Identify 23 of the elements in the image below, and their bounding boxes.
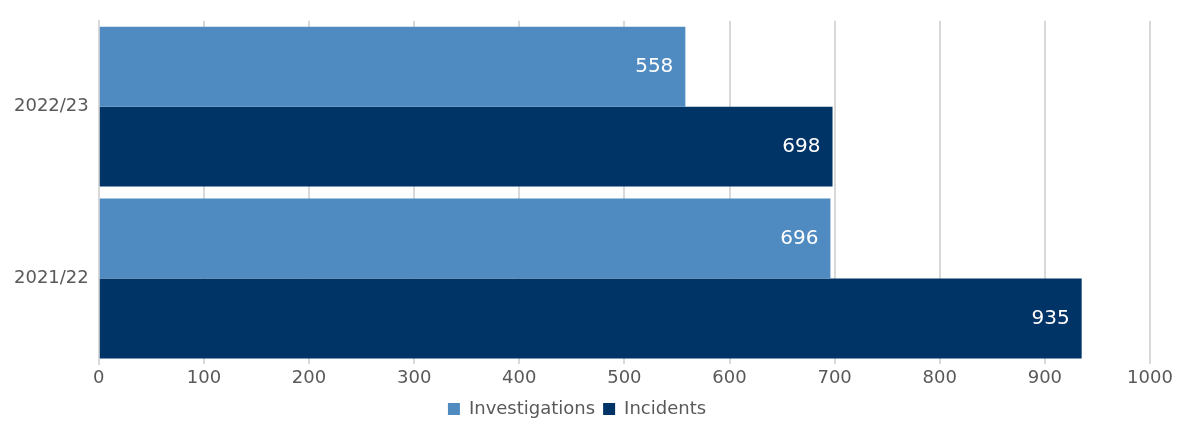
data-label: 558 <box>635 52 674 77</box>
x-tick-label: 800 <box>922 365 957 387</box>
x-tick-label: 600 <box>712 365 747 387</box>
bar <box>99 106 833 187</box>
x-tick-label: 300 <box>396 365 432 387</box>
legend-label: Incidents <box>624 396 707 418</box>
data-label: 698 <box>782 132 821 157</box>
x-tick-label: 100 <box>186 365 222 387</box>
x-tick-label: 500 <box>607 365 642 387</box>
bar <box>99 26 686 107</box>
x-tick-label: 1000 <box>1127 365 1173 387</box>
x-tick-label: 400 <box>502 365 537 387</box>
x-tick-label: 700 <box>817 365 852 387</box>
legend-label: Investigations <box>468 396 596 418</box>
bar <box>99 278 1082 359</box>
x-tick-label: 200 <box>291 365 327 387</box>
y-tick-label: 2022/23 <box>14 94 89 116</box>
bar <box>99 198 831 279</box>
x-tick-label: 900 <box>1027 365 1063 387</box>
x-tick-label: 0 <box>93 365 105 387</box>
y-tick-label: 2021/22 <box>14 266 89 288</box>
data-label: 935 <box>1031 304 1070 329</box>
data-label: 696 <box>780 224 819 249</box>
